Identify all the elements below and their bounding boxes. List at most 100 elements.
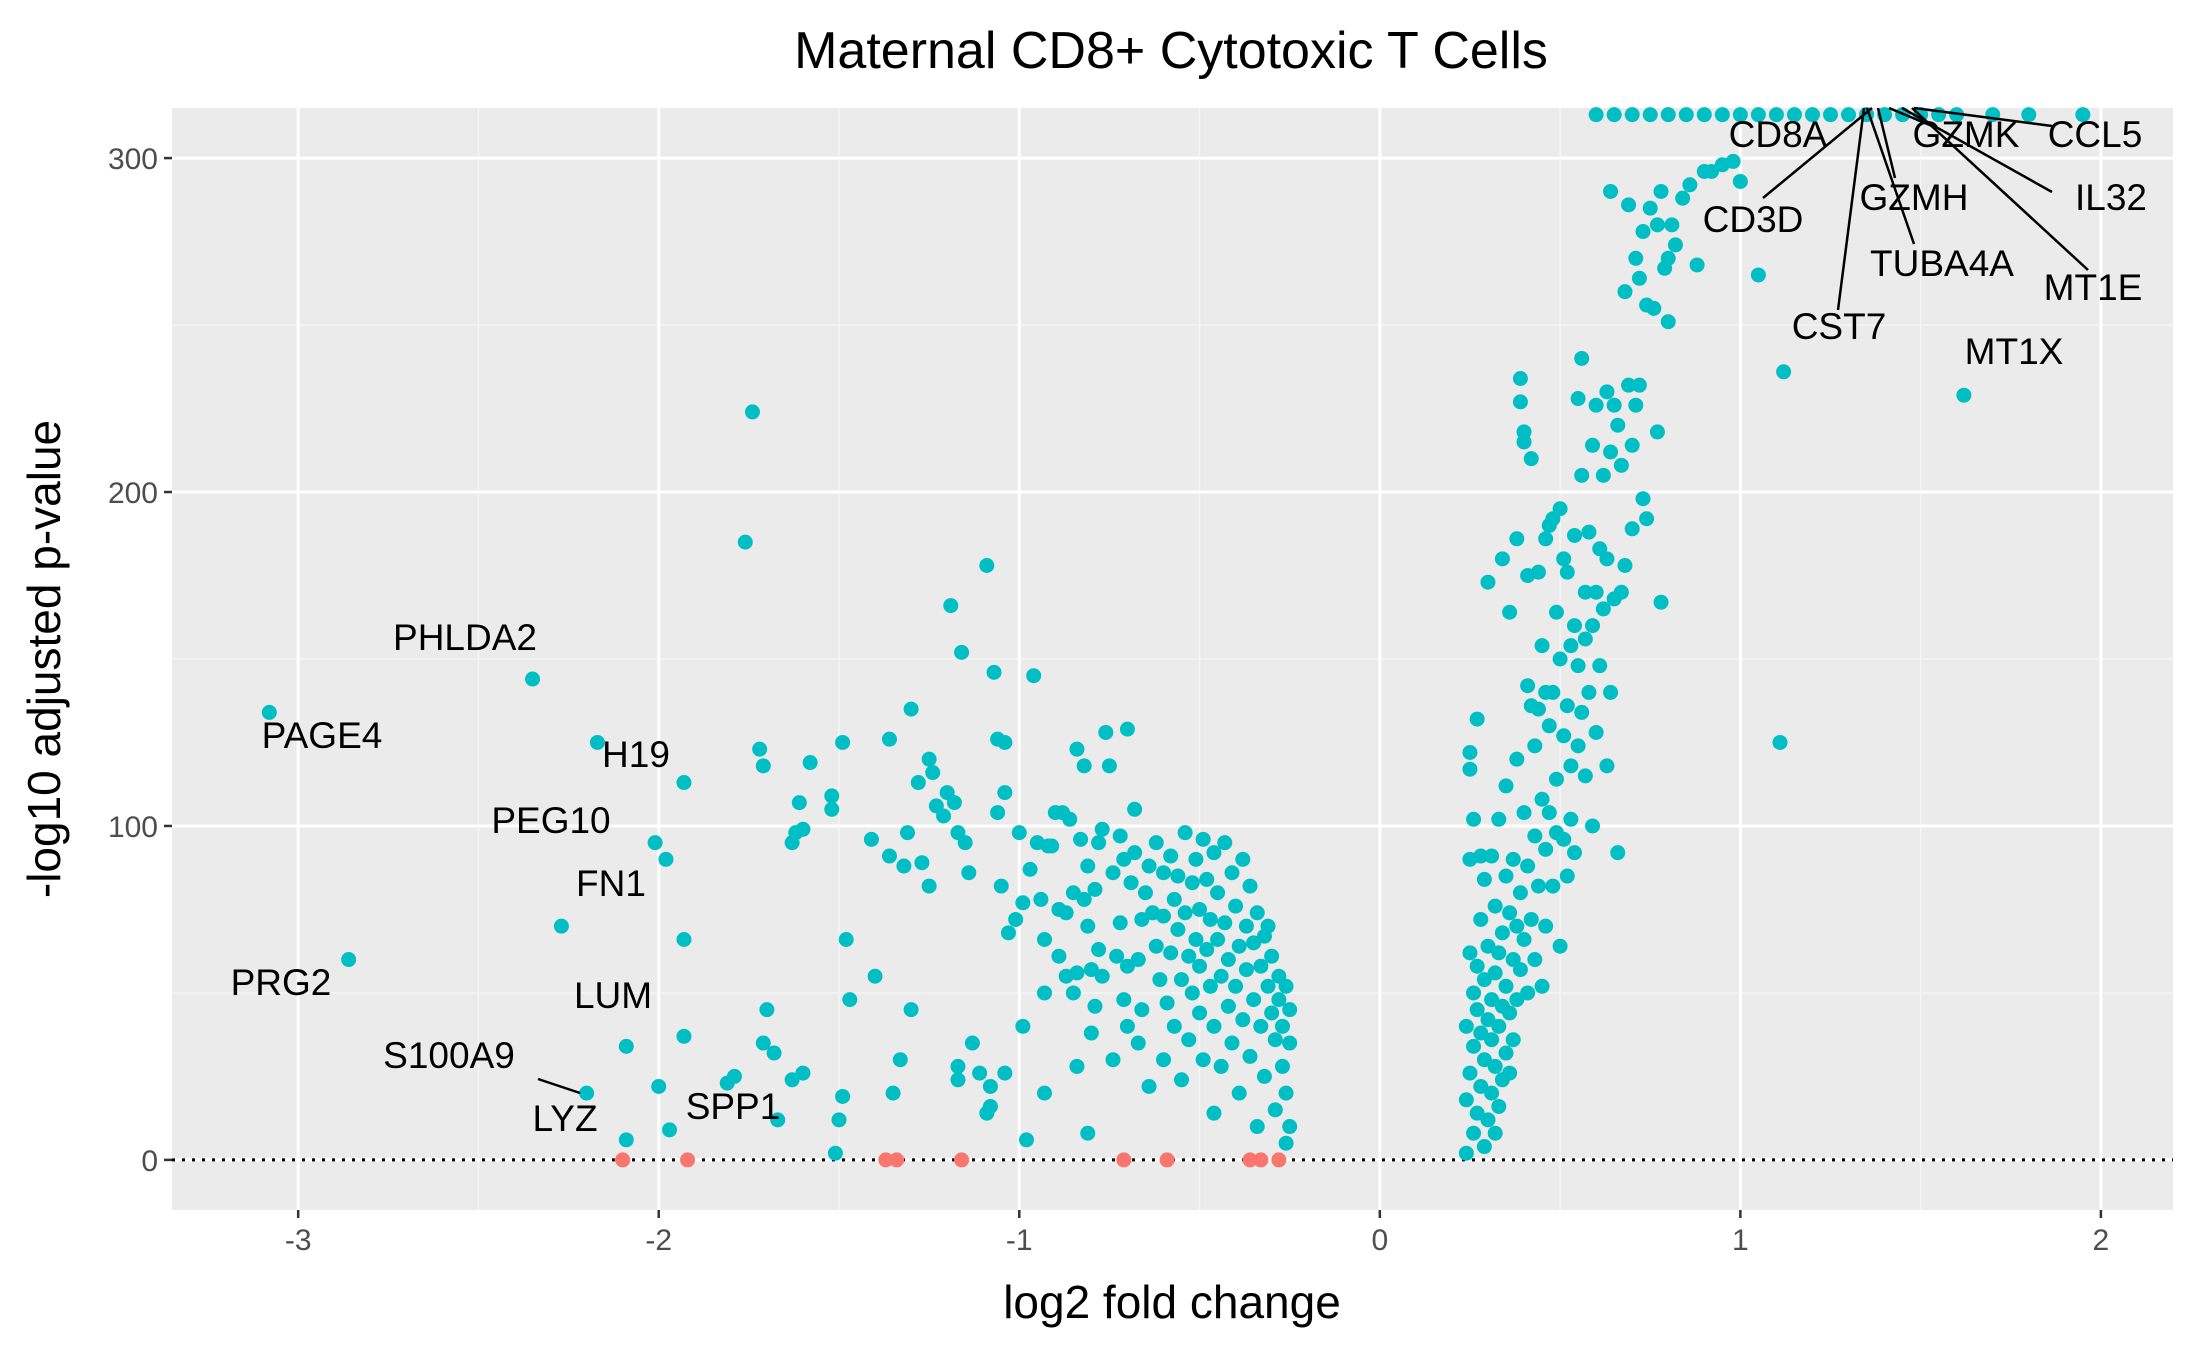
data-point-significant (1026, 668, 1042, 684)
data-point-not-significant (680, 1152, 696, 1168)
data-point-significant (1094, 968, 1110, 984)
chart-title: Maternal CD8+ Cytotoxic T Cells (794, 22, 1548, 80)
data-point-significant (1462, 1065, 1478, 1081)
data-point-significant (1116, 992, 1132, 1008)
data-point-significant (744, 404, 760, 420)
data-point-significant (1206, 1018, 1222, 1034)
data-point-significant (759, 1002, 775, 1018)
data-point-significant (1509, 992, 1525, 1008)
data-point-significant (1210, 932, 1226, 948)
data-point-significant (1494, 551, 1510, 567)
data-point-significant (1087, 998, 1103, 1014)
data-point-significant (1520, 985, 1536, 1001)
data-point-significant (885, 1085, 901, 1101)
data-point-not-significant (1116, 1152, 1132, 1168)
data-point-significant (1484, 848, 1500, 864)
data-point-significant (1080, 918, 1096, 934)
data-point-significant (1556, 728, 1572, 744)
data-point-significant (1631, 270, 1647, 286)
data-point-significant (1732, 173, 1748, 189)
data-point-significant (1585, 818, 1601, 834)
data-point-significant (1628, 397, 1644, 413)
data-point-significant (1595, 601, 1611, 617)
data-point-significant (1249, 905, 1265, 921)
data-point-significant (1166, 891, 1182, 907)
data-point-significant (1274, 1058, 1290, 1074)
data-point-significant (1732, 107, 1748, 123)
data-point-significant (1065, 985, 1081, 1001)
data-point-significant (1015, 1018, 1031, 1034)
data-point-significant (1541, 805, 1557, 821)
data-point-significant (900, 825, 916, 841)
data-point-significant (1675, 190, 1691, 206)
data-point-significant (1527, 952, 1543, 968)
data-point-significant (1599, 758, 1615, 774)
data-point-significant (1069, 741, 1085, 757)
data-point-significant (1174, 1072, 1190, 1088)
data-point-significant (1649, 424, 1665, 440)
data-point-significant (1610, 417, 1626, 433)
data-point-significant (1282, 1035, 1298, 1051)
data-point-significant (1166, 1018, 1182, 1034)
data-point-significant (1505, 1032, 1521, 1048)
data-point-significant (1213, 968, 1229, 984)
data-point-not-significant (889, 1152, 905, 1168)
data-point-significant (1192, 1005, 1208, 1021)
gene-label: PAGE4 (262, 715, 383, 756)
data-point-significant (1772, 734, 1788, 750)
data-point-significant (1148, 835, 1164, 851)
data-point-significant (1776, 364, 1792, 380)
data-point-significant (1177, 905, 1193, 921)
data-point-significant (1642, 200, 1658, 216)
data-point-significant (1660, 314, 1676, 330)
data-point-significant (1480, 1112, 1496, 1128)
data-point-significant (1195, 831, 1211, 847)
data-point-not-significant (1271, 1152, 1287, 1168)
data-point-significant (1621, 377, 1637, 393)
gene-label: PRG2 (231, 962, 332, 1003)
data-point-significant (1080, 1125, 1096, 1141)
data-point-significant (1548, 771, 1564, 787)
leader-line (1876, 107, 1897, 179)
data-point-significant (1044, 838, 1060, 854)
data-point-significant (1624, 107, 1640, 123)
data-point-significant (1498, 778, 1514, 794)
data-point-significant (1487, 1058, 1503, 1074)
y-tick-label: 0 (141, 1145, 158, 1178)
data-point-significant (1155, 1052, 1171, 1068)
data-point-significant (1000, 925, 1016, 941)
data-point-significant (1253, 1018, 1269, 1034)
data-point-significant (1570, 658, 1586, 674)
data-point-significant (936, 808, 952, 824)
data-point-significant (1278, 978, 1294, 994)
data-point-significant (1502, 604, 1518, 620)
data-point-significant (896, 858, 912, 874)
data-point-significant (1617, 284, 1633, 300)
data-point-significant (1480, 1012, 1496, 1028)
data-point-significant (1660, 250, 1676, 266)
data-point-significant (1595, 467, 1611, 483)
data-point-significant (1264, 1005, 1280, 1021)
data-point-significant (1603, 684, 1619, 700)
data-point-significant (1105, 865, 1121, 881)
data-points (261, 107, 2091, 1168)
data-point-significant (1512, 370, 1528, 386)
data-point-significant (1188, 851, 1204, 867)
data-point-significant (1206, 845, 1222, 861)
data-point-significant (618, 1132, 634, 1148)
data-point-significant (1015, 895, 1031, 911)
data-point-significant (1220, 998, 1236, 1014)
data-point-significant (1689, 257, 1705, 273)
data-point-significant (1786, 107, 1802, 123)
data-point-significant (1271, 992, 1287, 1008)
data-point-significant (1159, 995, 1175, 1011)
data-point-significant (1195, 1052, 1211, 1068)
gene-label: SPP1 (686, 1086, 781, 1127)
data-point-significant (1458, 1018, 1474, 1034)
data-point-significant (1494, 925, 1510, 941)
x-tick-label: 2 (2093, 1224, 2110, 1257)
data-point-significant (1116, 851, 1132, 867)
data-point-significant (1725, 153, 1741, 169)
data-point-significant (1588, 397, 1604, 413)
data-point-significant (1462, 761, 1478, 777)
